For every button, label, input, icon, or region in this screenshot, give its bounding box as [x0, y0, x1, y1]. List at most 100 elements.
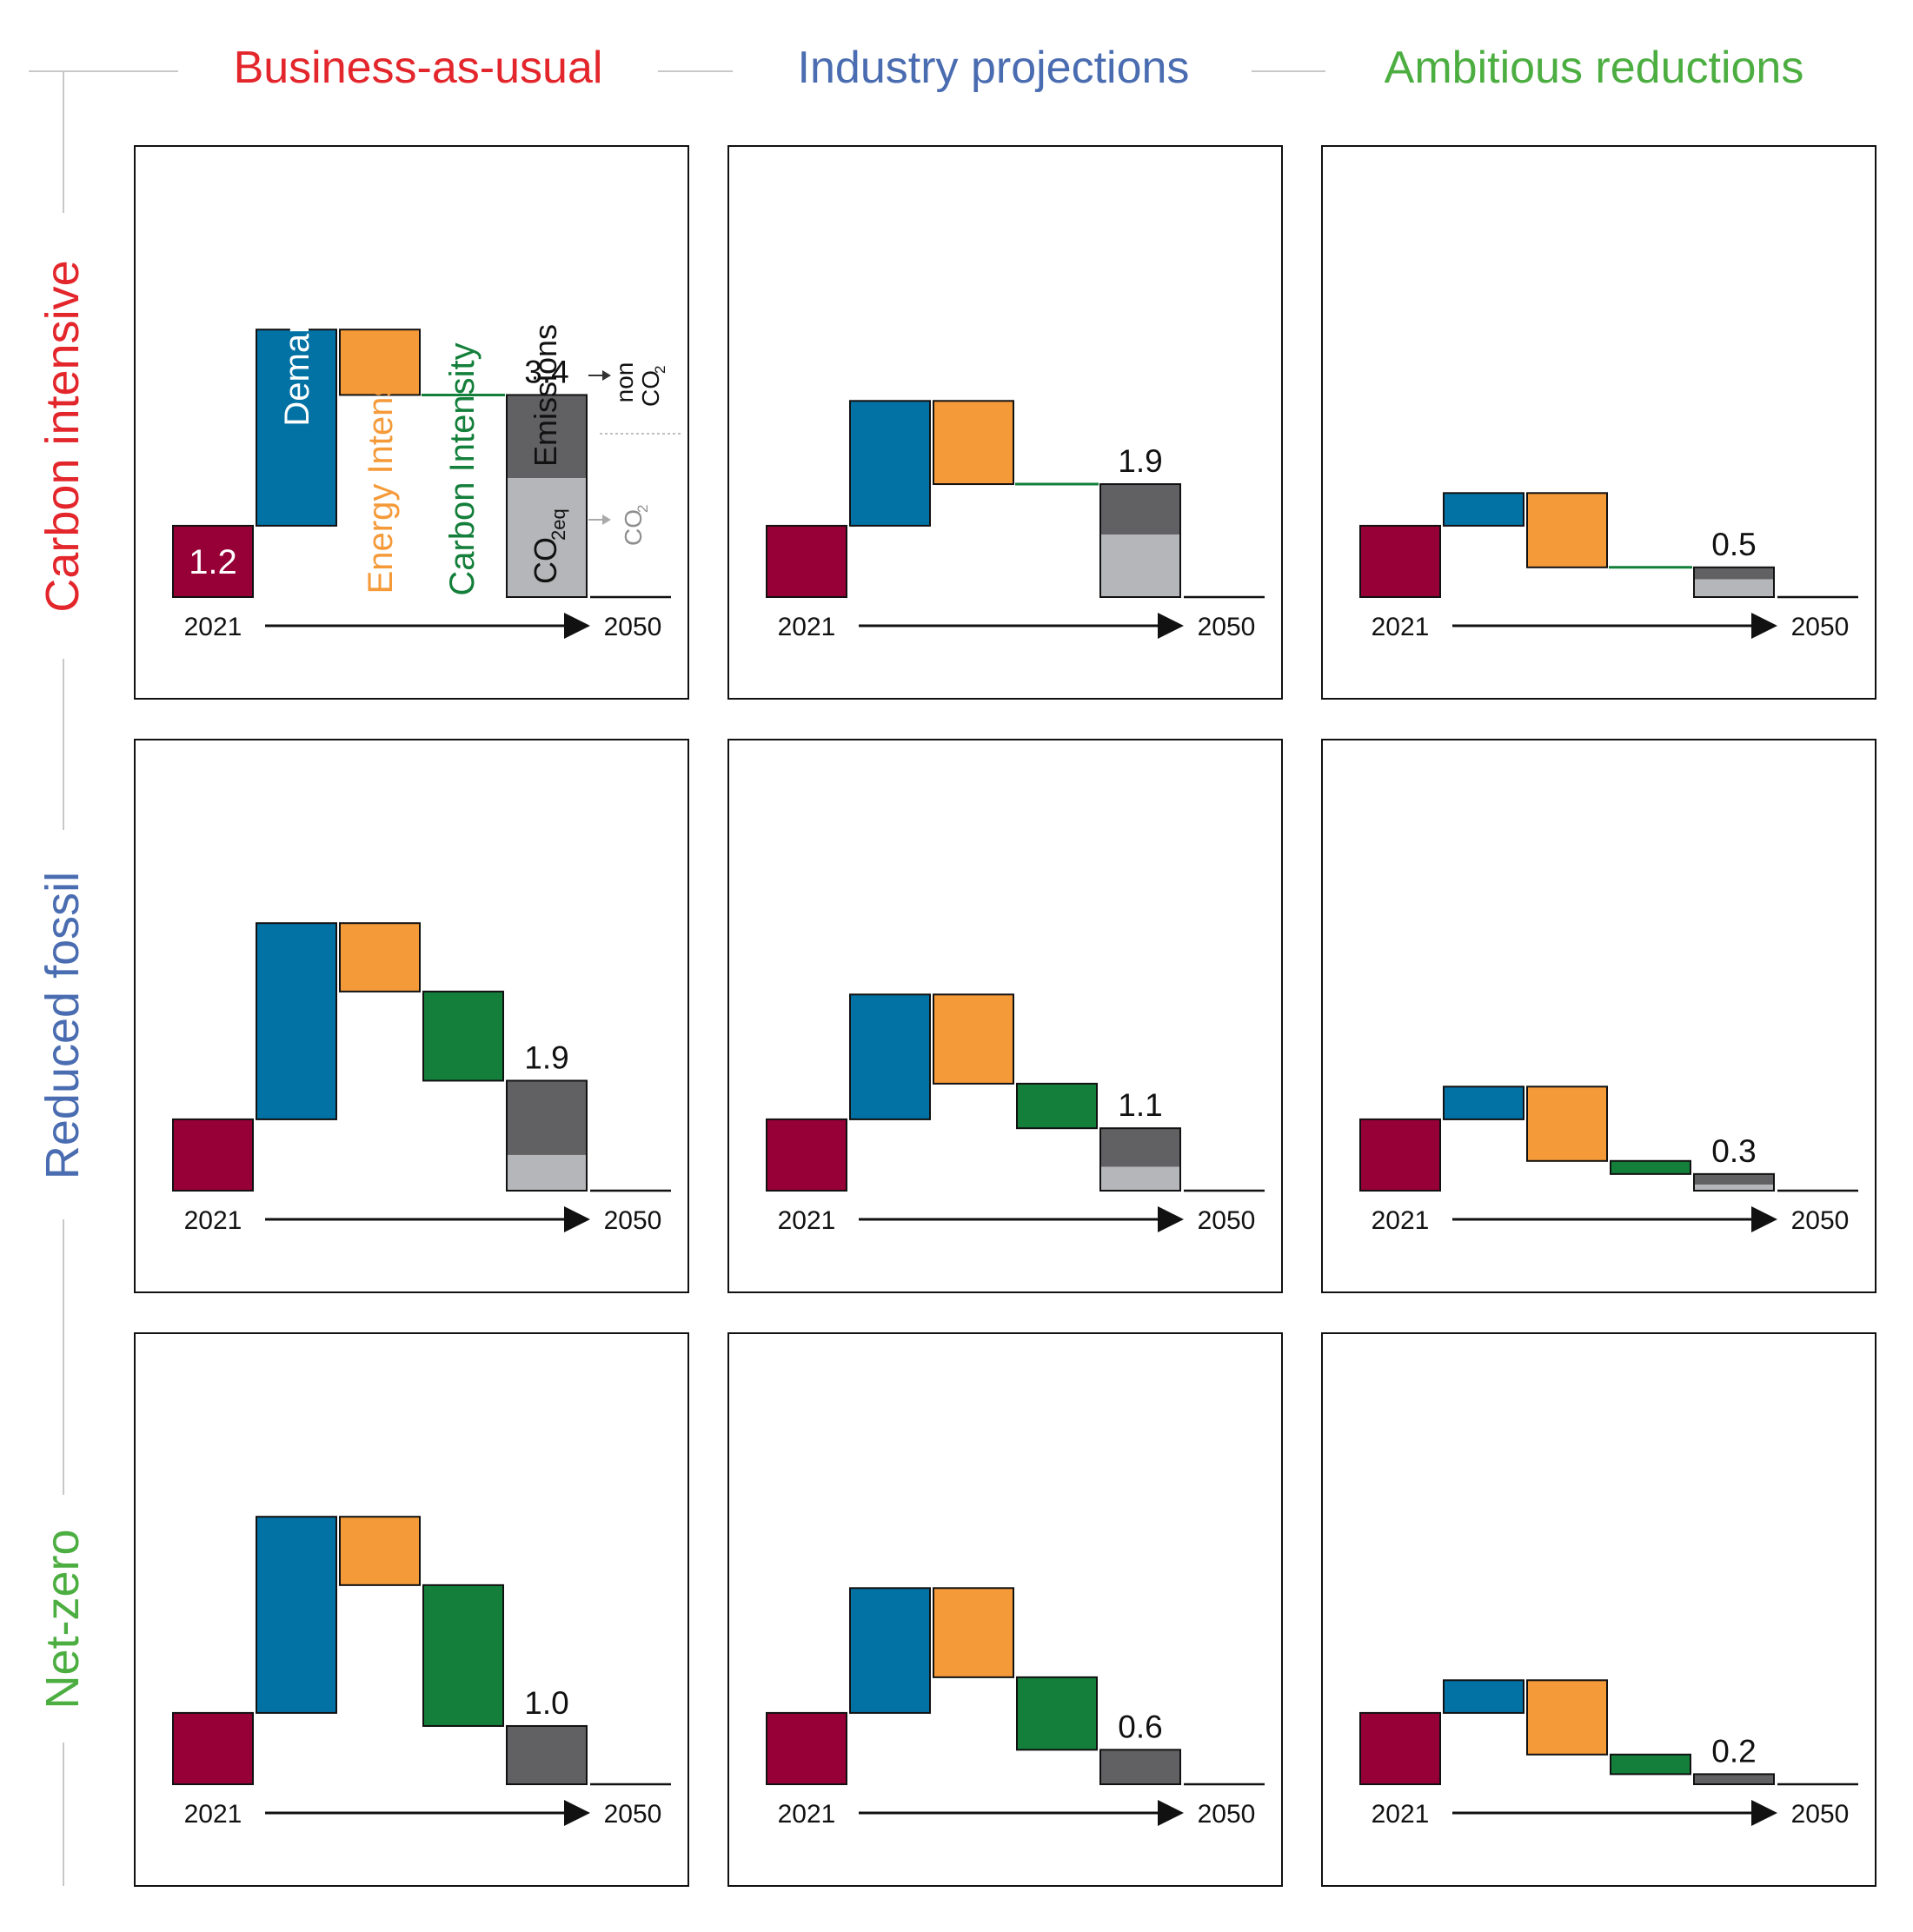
year-end-label: 2050: [1198, 1800, 1256, 1829]
bar-carbon-intensity: [1016, 1082, 1098, 1130]
panel-frame: [1321, 1332, 1876, 1887]
co2-subscript: 2: [634, 505, 651, 513]
bar-demand: [849, 993, 931, 1120]
time-arrowhead: [1751, 1206, 1777, 1232]
bar-demand: [849, 400, 931, 527]
year-end-label: 2050: [1198, 1206, 1256, 1235]
time-arrowhead: [1158, 1800, 1184, 1826]
year-end-label: 2050: [604, 1206, 662, 1235]
bar-demand: [1443, 492, 1524, 527]
year-start-label: 2021: [778, 1206, 836, 1235]
panel: 1.0 2021 2050: [134, 1332, 689, 1887]
time-arrowhead: [564, 1206, 590, 1232]
end-value-label: 0.6: [1118, 1709, 1162, 1744]
annotation-carbon-intensity: Carbon Intensity: [443, 342, 482, 595]
bar-demand: [256, 329, 337, 527]
bar-emissions-co2: [507, 1154, 587, 1191]
annotation-demand: Demand: [278, 295, 316, 426]
time-arrowhead: [1751, 1800, 1777, 1826]
panel-frame: [727, 739, 1283, 1293]
year-end-label: 2050: [604, 1800, 662, 1829]
bar-energy-intensity: [1526, 1679, 1608, 1756]
year-end-label: 2050: [604, 613, 662, 641]
panel: 1.1 2021 2050: [727, 739, 1283, 1293]
end-value-label: 1.1: [1118, 1087, 1162, 1123]
end-value-label: 3.4: [524, 354, 568, 389]
bar-emissions-non-co2: [1100, 1749, 1180, 1784]
bar-emissions-outline: [506, 394, 588, 598]
bar-start-2021: [766, 1711, 847, 1786]
column-title-ambitious-reductions: Ambitious reductions: [1385, 43, 1804, 93]
column-title-industry-projections: Industry projections: [798, 43, 1190, 93]
year-end-label: 2050: [1791, 1206, 1850, 1235]
panel: 3.4 1.2 2021 2050: [134, 145, 689, 700]
row-title-net-zero: Net-zero: [37, 1529, 89, 1709]
bar-energy-intensity: [339, 329, 421, 396]
bar-start-2021: [1359, 1711, 1441, 1786]
bar-carbon-intensity: [422, 990, 504, 1082]
non-co2-subscript: 2: [652, 366, 668, 374]
panel-frame: [1321, 739, 1876, 1293]
bar-start-2021: [172, 1711, 254, 1786]
annotation-emissions: Emissions: [528, 324, 563, 467]
bar-carbon-intensity: [1016, 1676, 1098, 1751]
end-value-label: 0.5: [1711, 527, 1756, 562]
bar-energy-intensity: [339, 1516, 421, 1586]
year-start-label: 2021: [184, 613, 242, 641]
end-value-label: 0.3: [1711, 1133, 1756, 1169]
bar-emissions-co2: [507, 478, 587, 597]
bar-emissions-non-co2: [1100, 484, 1180, 535]
bar-emissions-outline: [1693, 1172, 1775, 1192]
bar-emissions-non-co2: [1100, 1128, 1180, 1167]
bar-emissions-outline: [1099, 1127, 1181, 1192]
row-title-reduced-fossil: Reduced fossil: [37, 872, 89, 1179]
legend-annotations: Demand Energy Intensity Carbon Intensity…: [278, 295, 682, 596]
panel-frame: [727, 1332, 1283, 1887]
panel: 1.9 2021 2050: [134, 739, 689, 1293]
time-arrowhead: [564, 1800, 590, 1826]
column-title-business-as-usual: Business-as-usual: [234, 43, 603, 93]
bar-demand: [256, 922, 337, 1120]
year-start-label: 2021: [1372, 1800, 1430, 1829]
bar-emissions-co2: [1100, 534, 1180, 597]
year-end-label: 2050: [1791, 1800, 1850, 1829]
co2eq-subscript: 2eq: [548, 508, 569, 541]
time-arrowhead: [1158, 613, 1184, 639]
bar-start-2021: [766, 1118, 847, 1192]
end-value-label: 1.9: [1118, 443, 1162, 479]
bar-emissions-non-co2: [1694, 567, 1774, 580]
panel-frame: [134, 1332, 689, 1887]
bar-carbon-intensity: [1610, 1753, 1691, 1776]
annotation-energy-intensity: Energy Intensity: [362, 345, 400, 594]
year-end-label: 2050: [1791, 613, 1850, 641]
panel-frame: [134, 145, 689, 700]
end-value-label: 1.0: [524, 1685, 568, 1721]
time-arrowhead: [1158, 1206, 1184, 1232]
bar-start-2021: [172, 524, 254, 598]
annotation-non-co2: CO 2: [637, 366, 668, 407]
year-start-label: 2021: [1372, 613, 1430, 641]
year-start-label: 2021: [184, 1800, 242, 1829]
time-arrowhead: [564, 613, 590, 639]
bar-demand: [849, 1587, 931, 1714]
bar-emissions-co2: [1694, 579, 1774, 597]
bar-emissions-non-co2: [1694, 1774, 1774, 1784]
bar-demand: [256, 1516, 337, 1714]
panel-frame: [1321, 145, 1876, 700]
bar-emissions-outline: [1693, 566, 1775, 598]
bar-carbon-intensity: [422, 1583, 504, 1727]
bar-demand: [1443, 1086, 1524, 1120]
co2-arrowhead: [602, 515, 611, 525]
bar-emissions-outline: [1693, 1773, 1775, 1785]
time-arrowhead: [1751, 613, 1777, 639]
co2-label: CO: [620, 509, 647, 546]
bar-energy-intensity: [1526, 1086, 1608, 1162]
bar-emissions-outline: [1099, 483, 1181, 598]
bar-energy-intensity: [933, 1587, 1014, 1678]
year-start-label: 2021: [778, 1800, 836, 1829]
bar-emissions-outline: [506, 1724, 588, 1786]
year-start-label: 2021: [184, 1206, 242, 1235]
year-end-label: 2050: [1198, 613, 1256, 641]
year-start-label: 2021: [778, 613, 836, 641]
bar-demand: [1443, 1679, 1524, 1714]
